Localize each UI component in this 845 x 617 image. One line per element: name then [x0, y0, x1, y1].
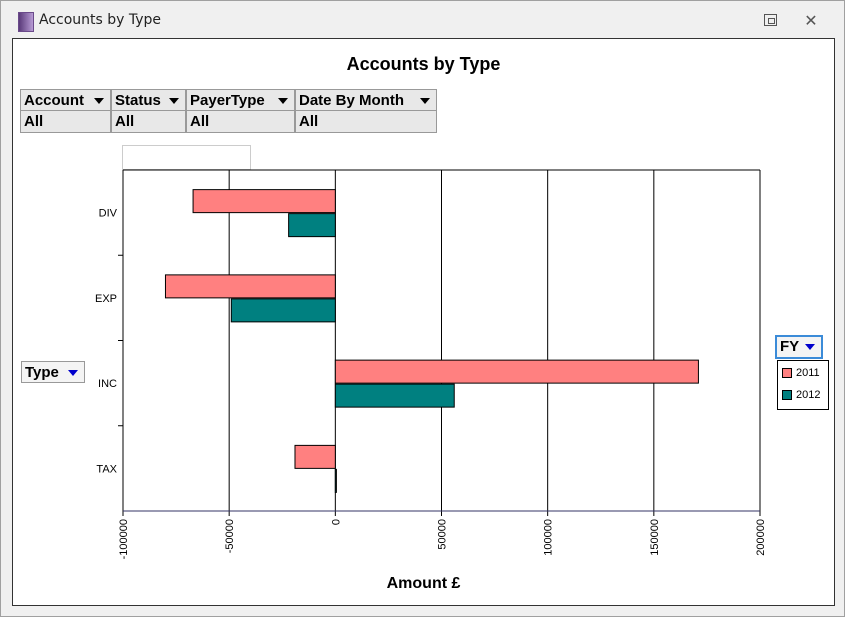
filter-status-button[interactable]: Status	[111, 89, 186, 111]
bar-2012-EXP	[230, 298, 336, 323]
filter-status-label: Status	[115, 92, 161, 109]
legend-label-2011: 2011	[796, 367, 820, 379]
filter-status: Status All	[111, 89, 186, 135]
close-button[interactable]: ✕	[800, 9, 822, 31]
legend-item-2011: 2011	[782, 367, 820, 379]
filter-account-value: All	[20, 111, 111, 133]
filter-account-button[interactable]: Account	[20, 89, 111, 111]
y-tick-label: DIV	[99, 208, 118, 220]
legend-swatch-2011	[782, 368, 792, 379]
filter-payertype-value: All	[186, 111, 295, 133]
x-tick-label: -100000	[118, 519, 130, 559]
filter-payertype-label: PayerType	[190, 92, 265, 109]
dropdown-arrow-icon	[68, 370, 78, 376]
y-tick-label: TAX	[96, 463, 117, 475]
legend-swatch-2012	[782, 390, 792, 401]
dropdown-arrow-icon	[278, 98, 288, 104]
legend-label-2012: 2012	[796, 389, 821, 401]
bar-2011-INC	[334, 359, 699, 384]
bar-2012-DIV	[288, 213, 336, 238]
window-title: Accounts by Type	[39, 12, 162, 28]
filter-account: Account All	[20, 89, 111, 135]
filter-date-by-month-value: All	[295, 111, 437, 133]
filter-date-by-month-button[interactable]: Date By Month	[295, 89, 437, 111]
bar-2011-DIV	[192, 189, 336, 214]
x-tick-label: 150000	[649, 519, 661, 556]
chart-title: Accounts by Type	[346, 54, 501, 74]
x-tick-label: -50000	[224, 519, 236, 553]
dropdown-arrow-icon	[94, 98, 104, 104]
x-axis-label: Amount £	[386, 575, 461, 592]
type-field-button[interactable]: Type	[21, 361, 85, 383]
x-tick-label: 100000	[543, 519, 555, 556]
fy-field-button[interactable]: FY	[775, 335, 823, 359]
dropdown-arrow-icon	[420, 98, 430, 104]
filter-account-label: Account	[24, 92, 84, 109]
close-icon: ✕	[804, 10, 818, 30]
x-tick-label: 50000	[437, 519, 449, 550]
x-tick-label: 200000	[755, 519, 767, 556]
y-tick-label: INC	[98, 378, 117, 390]
bar-chart-plot: -100000 -50000 0 50000 100000 150000 200000 DIV…	[95, 169, 767, 559]
filter-date-by-month-label: Date By Month	[299, 92, 404, 109]
title-bar: Accounts by Type ✕	[1, 1, 844, 37]
bar-2011-EXP	[164, 274, 336, 299]
filter-payertype: PayerType All	[186, 89, 295, 135]
bar-2011-TAX	[294, 444, 336, 469]
fy-field-label: FY	[780, 338, 800, 355]
legend-item-2012: 2012	[782, 389, 820, 401]
filter-date-by-month: Date By Month All	[295, 89, 437, 135]
chart-area: Accounts by Type Account All Status All …	[12, 38, 835, 606]
restore-button[interactable]	[759, 9, 781, 31]
bar-2012-INC	[334, 383, 455, 408]
filter-payertype-button[interactable]: PayerType	[186, 89, 295, 111]
dropdown-arrow-icon	[169, 98, 179, 104]
y-tick-label: EXP	[95, 293, 117, 305]
app-icon	[18, 12, 34, 32]
dropdown-arrow-icon	[805, 344, 815, 350]
x-tick-label: 0	[330, 519, 342, 525]
bar-2012-TAX	[334, 468, 337, 493]
legend: 2011 2012	[777, 360, 829, 410]
filter-status-value: All	[111, 111, 186, 133]
type-field-label: Type	[25, 364, 59, 381]
restore-icon	[763, 14, 777, 26]
